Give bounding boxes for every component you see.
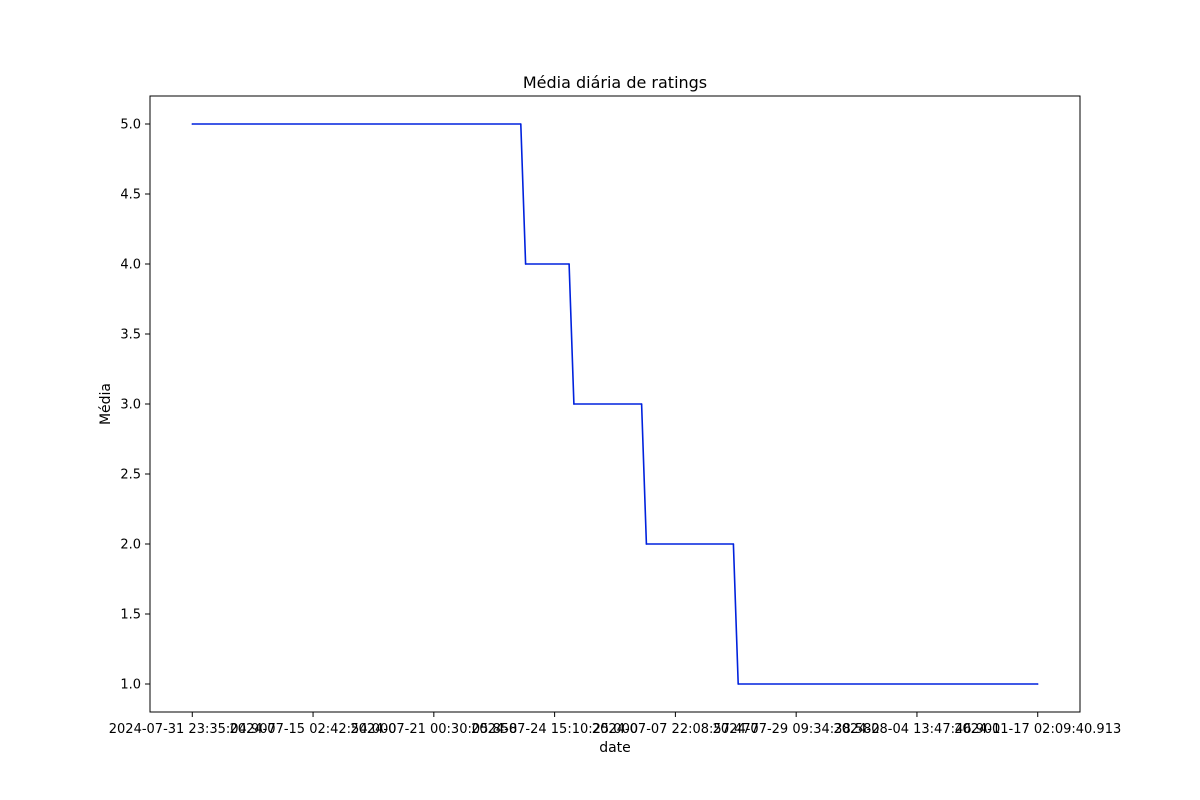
y-tick-label: 1.0 xyxy=(120,678,141,693)
series-group xyxy=(191,123,1039,685)
x-tick-label: 2024-07-21 00:30:05.858 xyxy=(350,722,517,737)
x-tick-label: 2024-07-29 09:34:38.582 xyxy=(713,722,880,737)
y-axis-ticks: 1.0 1.5 2.0 2.5 3.0 3.5 4.0 4.5 5.0 xyxy=(120,118,150,693)
data-point xyxy=(645,543,648,545)
y-tick-label: 2.5 xyxy=(120,468,141,483)
x-axis-label: date xyxy=(599,740,631,756)
x-tick-label: 2024-07-15 02:42:54.000 xyxy=(230,722,397,737)
data-point xyxy=(737,683,739,685)
y-tick-label: 2.0 xyxy=(120,538,141,553)
data-point xyxy=(568,263,570,265)
data-point xyxy=(524,263,527,265)
data-point xyxy=(191,123,194,125)
y-tick-label: 4.0 xyxy=(120,258,141,273)
x-tick-label: 2024-07-07 22:08:57.477 xyxy=(592,722,759,737)
x-tick-label: 2024-07-24 15:10:25.000 xyxy=(471,722,638,737)
data-point xyxy=(732,543,735,545)
data-point xyxy=(573,403,575,405)
data-point xyxy=(640,403,643,405)
y-tick-label: 4.5 xyxy=(120,188,141,203)
chart-title: Média diária de ratings xyxy=(523,73,707,92)
y-tick-label: 3.5 xyxy=(120,328,141,343)
plot-frame xyxy=(149,95,1081,713)
y-tick-label: 5.0 xyxy=(120,118,141,133)
series-line xyxy=(192,123,1038,685)
x-tick-label: 2024-08-04 13:47:46.901 xyxy=(833,722,1000,737)
data-point xyxy=(520,123,522,125)
x-tick-label: 2024-07-31 23:35:04.907 xyxy=(109,722,276,737)
x-tick-label: 2024-01-17 02:09:40.913 xyxy=(954,722,1121,737)
y-tick-label: 1.5 xyxy=(120,608,141,623)
data-point xyxy=(1036,683,1039,685)
y-tick-label: 3.0 xyxy=(120,398,141,413)
y-axis-label: Média xyxy=(98,383,114,425)
